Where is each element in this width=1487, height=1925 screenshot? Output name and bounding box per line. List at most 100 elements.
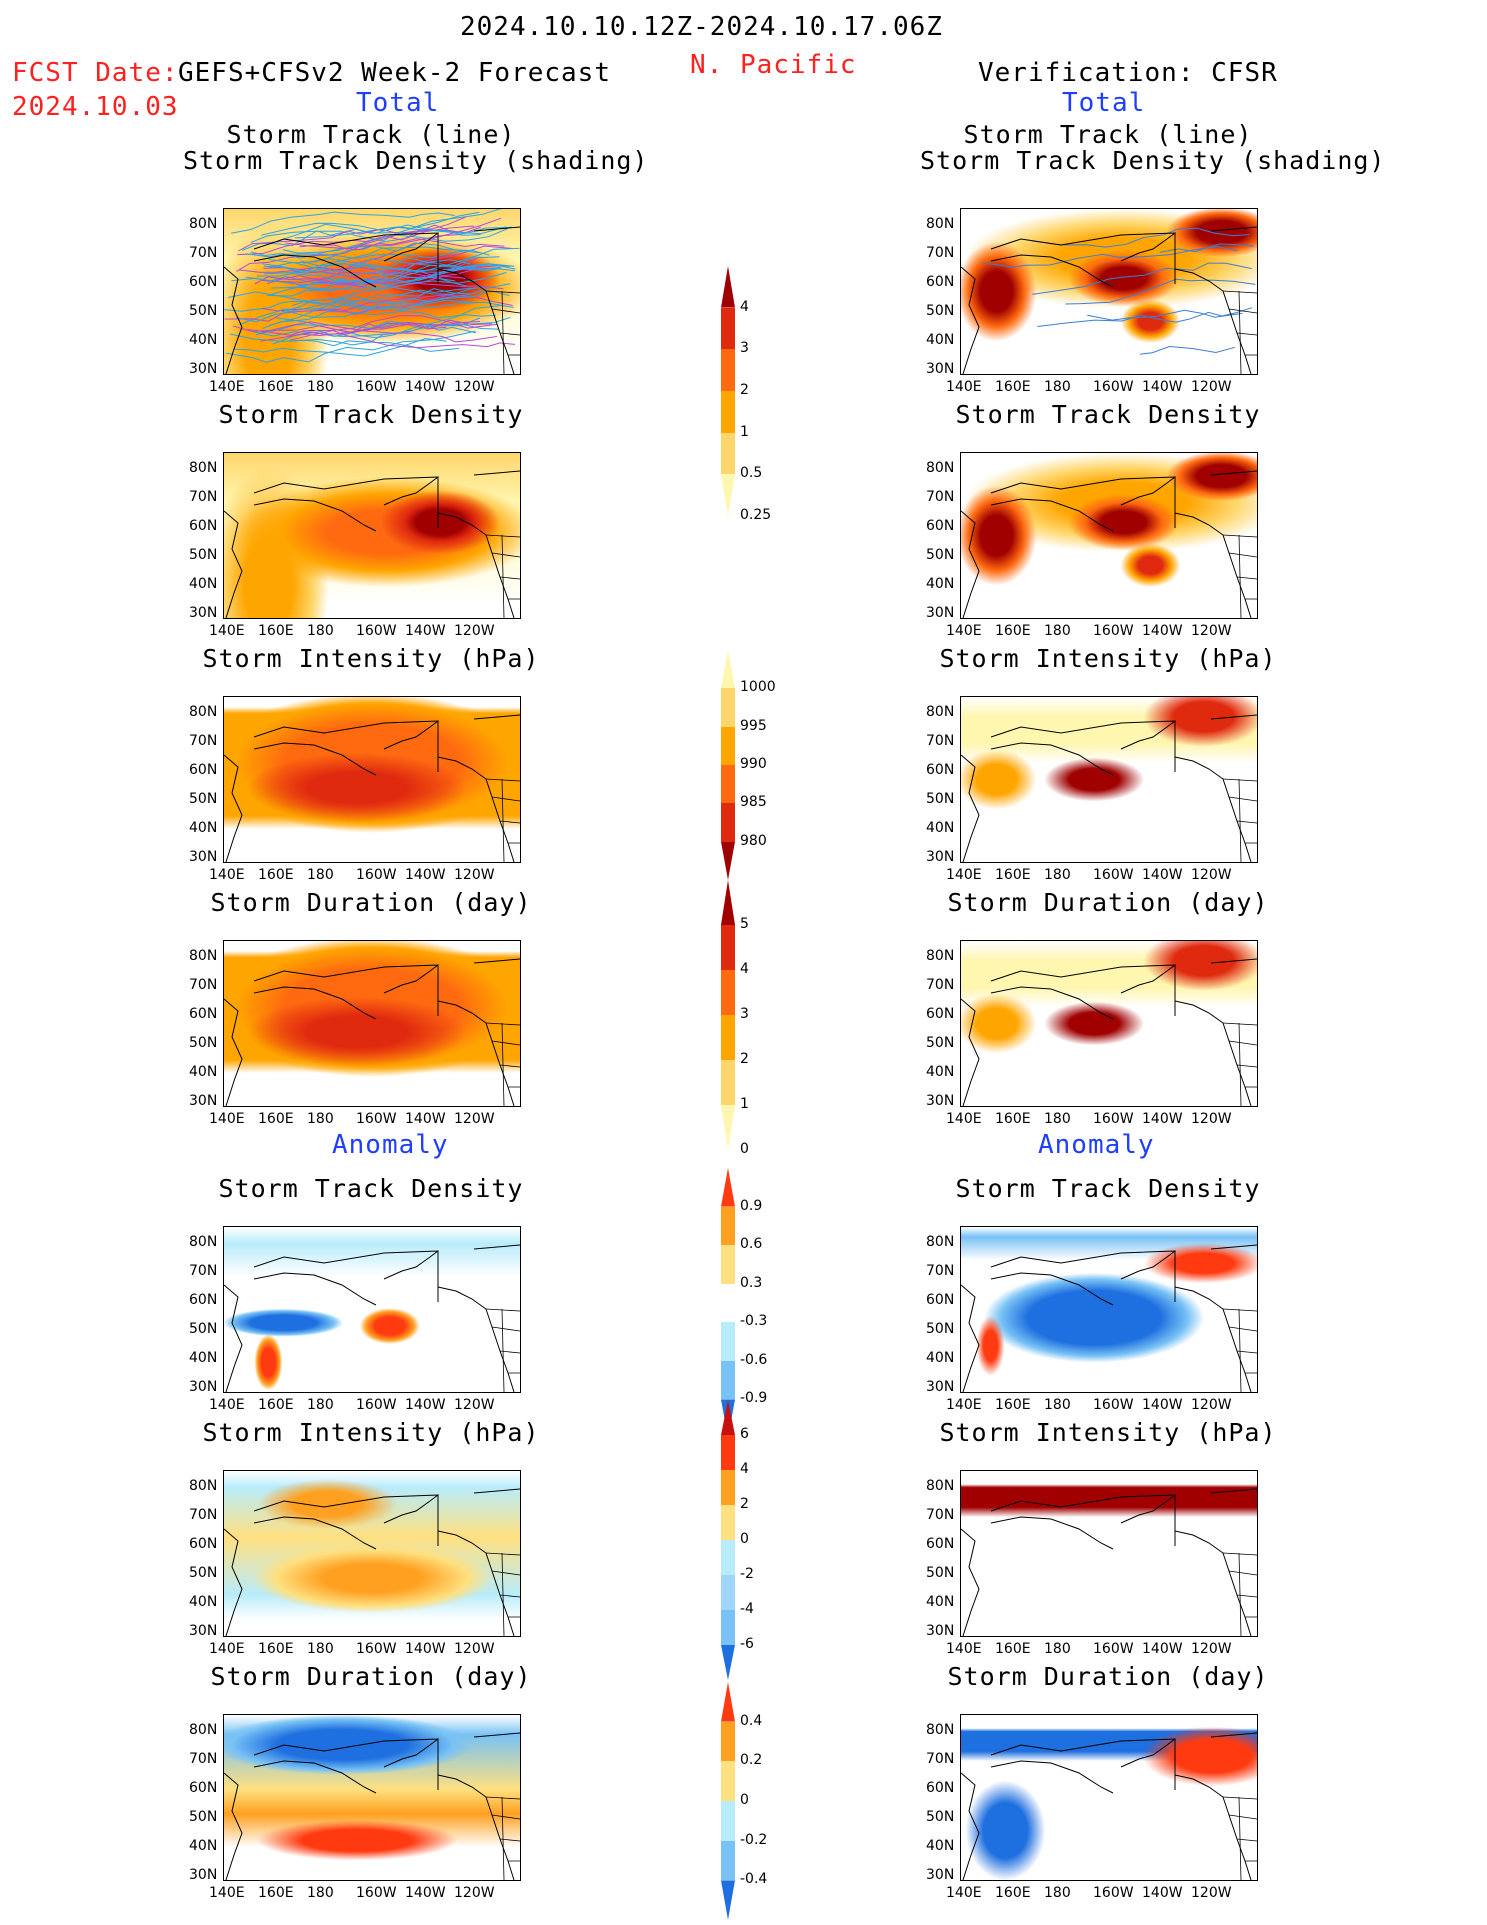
lat-tick-label: 70N bbox=[926, 1751, 954, 1767]
colorbar-segment bbox=[721, 1168, 735, 1207]
lon-tick-label: 160W bbox=[356, 623, 397, 639]
colorbar-segment bbox=[721, 1435, 735, 1470]
lon-tick-label: 120W bbox=[454, 1641, 495, 1657]
lon-tick-label: 180 bbox=[307, 1397, 334, 1413]
lon-tick-label: 120W bbox=[1191, 1397, 1232, 1413]
coastline bbox=[961, 715, 1257, 862]
lat-tick-label: 60N bbox=[926, 1292, 954, 1308]
lon-tick-label: 160E bbox=[258, 379, 294, 395]
storm-track-line bbox=[1032, 263, 1252, 294]
colorbar-tick-label: 3 bbox=[740, 1006, 749, 1022]
colorbar-segment bbox=[721, 1361, 735, 1400]
state-borders bbox=[1223, 779, 1257, 862]
lon-tick-label: 120W bbox=[1191, 623, 1232, 639]
colorbar-tick-label: -4 bbox=[740, 1601, 754, 1617]
lat-tick-label: 70N bbox=[926, 733, 954, 749]
colorbar-segment bbox=[721, 1015, 735, 1060]
lat-tick-label: 70N bbox=[189, 1507, 217, 1523]
lon-tick-label: 140W bbox=[1142, 1885, 1183, 1901]
colorbar-tick-label: -0.6 bbox=[740, 1352, 767, 1368]
colorbar-tick-label: 0.6 bbox=[740, 1236, 762, 1252]
verification-map-panel bbox=[960, 940, 1258, 1107]
storm-track-line bbox=[983, 247, 1237, 268]
colorbar-segment bbox=[721, 474, 735, 516]
lon-tick-label: 120W bbox=[454, 1111, 495, 1127]
state-borders bbox=[1223, 1797, 1257, 1880]
colorbar-segment bbox=[721, 433, 735, 475]
lon-tick-label: 120W bbox=[1191, 1111, 1232, 1127]
colorbar-tick-label: 0.4 bbox=[740, 1713, 762, 1729]
left-total-label: Total bbox=[356, 88, 439, 118]
lon-tick-label: 180 bbox=[307, 867, 334, 883]
coastline-overlay bbox=[224, 453, 520, 618]
lon-tick-label: 140W bbox=[405, 1111, 446, 1127]
state-borders bbox=[486, 1309, 520, 1392]
lon-tick-label: 120W bbox=[454, 623, 495, 639]
lon-tick-label: 160W bbox=[356, 1111, 397, 1127]
lon-tick-label: 160W bbox=[1093, 1111, 1134, 1127]
colorbar-segment bbox=[721, 1322, 735, 1361]
lat-tick-label: 30N bbox=[189, 1623, 217, 1639]
lat-tick-label: 40N bbox=[926, 576, 954, 592]
state-borders bbox=[486, 1797, 520, 1880]
lat-tick-label: 60N bbox=[189, 1536, 217, 1552]
lon-tick-label: 160W bbox=[356, 867, 397, 883]
lat-tick-label: 60N bbox=[926, 1780, 954, 1796]
colorbar-tick-label: 1 bbox=[740, 1096, 749, 1112]
lon-tick-label: 140E bbox=[946, 1885, 982, 1901]
lon-tick-label: 160E bbox=[258, 1641, 294, 1657]
coastline bbox=[961, 959, 1257, 1106]
colorbar-density-anom bbox=[721, 1168, 735, 1438]
colorbar-tick-label: 1 bbox=[740, 424, 749, 440]
lat-tick-label: 50N bbox=[926, 1321, 954, 1337]
colorbar-tick-label: 0 bbox=[740, 1792, 749, 1808]
colorbar-segment bbox=[721, 1470, 735, 1505]
lon-tick-label: 120W bbox=[454, 1885, 495, 1901]
colorbar-segment bbox=[721, 727, 735, 765]
lon-tick-label: 180 bbox=[307, 623, 334, 639]
lon-tick-label: 140E bbox=[946, 1641, 982, 1657]
verification-panel-title: Storm Duration (day) bbox=[920, 1662, 1296, 1691]
colorbar-tick-label: 0.3 bbox=[740, 1275, 762, 1291]
coastline-overlay bbox=[961, 1715, 1257, 1880]
lon-tick-label: 140W bbox=[1142, 379, 1183, 395]
lat-tick-label: 80N bbox=[189, 1234, 217, 1250]
lon-tick-label: 140E bbox=[209, 623, 245, 639]
coastline bbox=[224, 471, 520, 618]
lat-tick-label: 60N bbox=[189, 762, 217, 778]
lat-tick-label: 40N bbox=[926, 1350, 954, 1366]
colorbar-tick-label: 3 bbox=[740, 340, 749, 356]
forecast-panel-title: Storm Track Density bbox=[183, 1174, 559, 1203]
forecast-map-panel bbox=[223, 1714, 521, 1881]
lat-tick-label: 80N bbox=[926, 704, 954, 720]
colorbar-segment bbox=[721, 650, 735, 688]
fcst-date-label: FCST Date: bbox=[12, 58, 179, 88]
lat-tick-label: 40N bbox=[189, 332, 217, 348]
colorbar-tick-label: 990 bbox=[740, 756, 767, 772]
lat-tick-label: 50N bbox=[189, 1565, 217, 1581]
colorbar-tick-label: 4 bbox=[740, 1461, 749, 1477]
colorbar-tick-label: 0.5 bbox=[740, 465, 762, 481]
colorbar-segment bbox=[721, 308, 735, 350]
lon-tick-label: 160E bbox=[258, 867, 294, 883]
forecast-panel-title: Storm Track Density (shading) bbox=[183, 146, 559, 175]
lat-tick-label: 60N bbox=[189, 274, 217, 290]
lat-tick-label: 80N bbox=[926, 1478, 954, 1494]
colorbar-segment bbox=[721, 1105, 735, 1150]
right-anomaly-label: Anomaly bbox=[1038, 1130, 1155, 1160]
colorbar-intensity-anom bbox=[721, 1400, 735, 1680]
lat-tick-label: 40N bbox=[189, 1838, 217, 1854]
lat-tick-label: 60N bbox=[926, 274, 954, 290]
lat-tick-label: 50N bbox=[189, 1321, 217, 1337]
verification-map-panel bbox=[960, 208, 1258, 375]
lat-tick-label: 80N bbox=[189, 704, 217, 720]
lon-tick-label: 160W bbox=[356, 1641, 397, 1657]
lat-tick-label: 80N bbox=[926, 460, 954, 476]
coastline bbox=[224, 1245, 520, 1392]
lon-tick-label: 140W bbox=[405, 379, 446, 395]
coastline bbox=[224, 1489, 520, 1636]
lon-tick-label: 160W bbox=[1093, 623, 1134, 639]
verification-map-panel bbox=[960, 1470, 1258, 1637]
verification-panel-title: Storm Track Density (shading) bbox=[920, 146, 1296, 175]
lat-tick-label: 80N bbox=[926, 948, 954, 964]
